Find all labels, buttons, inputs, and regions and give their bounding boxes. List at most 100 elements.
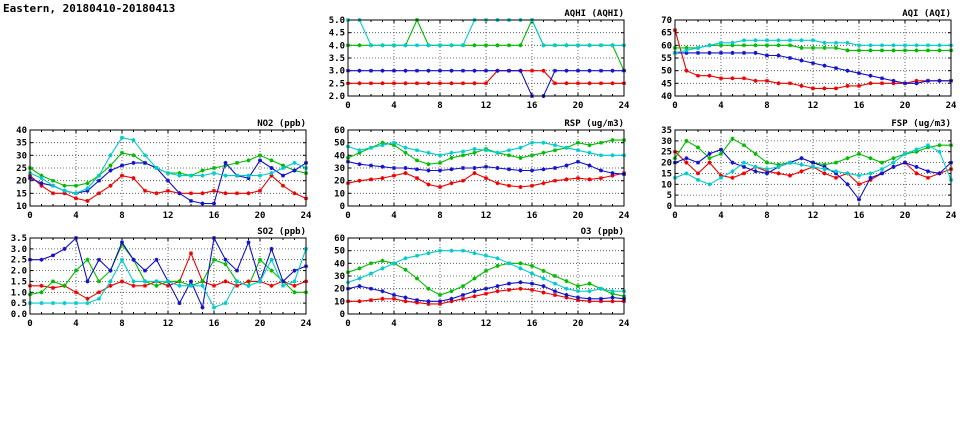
svg-text:20: 20: [661, 159, 672, 169]
svg-text:2.0: 2.0: [11, 267, 27, 277]
svg-text:20: 20: [255, 319, 266, 329]
svg-text:40: 40: [334, 259, 345, 269]
chart-svg-aqhi: 2.0 2.5 3.0 3.5 4.0 4.5 5.0 0 4 8 12 16 20 24 AQHI (AQ…: [329, 9, 630, 111]
svg-text:3.5: 3.5: [329, 54, 345, 64]
svg-text:20: 20: [573, 319, 584, 329]
svg-text:4: 4: [718, 211, 724, 221]
svg-text:8: 8: [764, 101, 769, 111]
svg-text:20: 20: [255, 211, 266, 221]
svg-text:24: 24: [619, 211, 630, 221]
svg-text:2.0: 2.0: [329, 92, 345, 102]
svg-text:20: 20: [334, 285, 345, 295]
svg-text:8: 8: [764, 211, 769, 221]
svg-text:5.0: 5.0: [329, 16, 345, 26]
svg-text:8: 8: [119, 319, 124, 329]
svg-text:2.5: 2.5: [11, 256, 27, 266]
svg-text:35: 35: [16, 139, 27, 149]
svg-text:3.0: 3.0: [11, 245, 27, 255]
svg-text:10: 10: [334, 297, 345, 307]
svg-text:20: 20: [900, 101, 911, 111]
svg-text:1.0: 1.0: [11, 288, 27, 298]
svg-text:30: 30: [661, 137, 672, 147]
svg-text:16: 16: [527, 211, 538, 221]
svg-text:24: 24: [619, 101, 630, 111]
svg-text:10: 10: [661, 180, 672, 190]
svg-text:30: 30: [16, 151, 27, 161]
svg-text:60: 60: [334, 234, 345, 244]
svg-text:0: 0: [340, 202, 345, 212]
chart-no2: 10 15 20 25 30 35 40 0 4 8 12 16 20 24 NO2 (ppb): [0, 118, 314, 228]
chart-aqhi: 2.0 2.5 3.0 3.5 4.0 4.5 5.0 0 4 8 12 16 20 24 AQHI (AQ…: [318, 8, 632, 118]
svg-text:8: 8: [437, 101, 442, 111]
svg-text:0: 0: [27, 319, 32, 329]
svg-text:70: 70: [661, 16, 672, 26]
svg-text:12: 12: [163, 319, 174, 329]
svg-text:0: 0: [340, 310, 345, 320]
svg-text:8: 8: [437, 211, 442, 221]
svg-text:0.5: 0.5: [11, 299, 27, 309]
svg-text:16: 16: [209, 211, 220, 221]
svg-text:SO2 (ppb): SO2 (ppb): [257, 227, 306, 237]
svg-text:3.0: 3.0: [329, 67, 345, 77]
svg-text:55: 55: [661, 54, 672, 64]
svg-text:30: 30: [334, 272, 345, 282]
svg-text:5: 5: [667, 191, 672, 201]
svg-text:12: 12: [481, 101, 492, 111]
svg-text:12: 12: [163, 211, 174, 221]
svg-text:30: 30: [334, 164, 345, 174]
svg-text:24: 24: [301, 211, 312, 221]
chart-so2: 0.0 0.5 1.0 1.5 2.0 2.5 3.0 3.5 0 4 8 12 16 20 24 SO2 (…: [0, 226, 314, 336]
svg-text:15: 15: [661, 169, 672, 179]
chart-aqi: 40 45 50 55 60 65 70 0 4 8 12 16 20 24 AQI (AQI): [645, 8, 959, 118]
svg-text:12: 12: [808, 211, 819, 221]
svg-text:60: 60: [661, 41, 672, 51]
svg-text:12: 12: [481, 211, 492, 221]
svg-text:RSP (ug/m3): RSP (ug/m3): [564, 119, 624, 129]
chart-svg-so2: 0.00.51.01.52.02.53.03.5 0 4 8 12 16 20 24 SO2 (…: [11, 227, 312, 329]
chart-fsp: 0 5 10 15 20 25 30 35 0 4 8 12 16 20 24 FSP (ug/m3): [645, 118, 959, 228]
svg-text:50: 50: [334, 247, 345, 257]
svg-text:12: 12: [808, 101, 819, 111]
svg-text:4: 4: [391, 211, 397, 221]
svg-text:16: 16: [527, 101, 538, 111]
svg-text:60: 60: [334, 126, 345, 136]
svg-text:3.5: 3.5: [11, 234, 27, 244]
svg-text:4: 4: [391, 101, 397, 111]
svg-text:40: 40: [16, 126, 27, 136]
svg-text:AQI (AQI): AQI (AQI): [902, 9, 951, 19]
svg-text:8: 8: [119, 211, 124, 221]
svg-text:16: 16: [527, 319, 538, 329]
svg-text:20: 20: [573, 101, 584, 111]
svg-text:4: 4: [73, 319, 79, 329]
svg-text:50: 50: [661, 67, 672, 77]
svg-text:O3 (ppb): O3 (ppb): [581, 227, 624, 237]
svg-text:0: 0: [345, 319, 350, 329]
svg-text:25: 25: [16, 164, 27, 174]
svg-text:20: 20: [334, 177, 345, 187]
svg-text:15: 15: [16, 189, 27, 199]
chart-svg-o3: 0 10 20 30 40 50 60 0 4 8 12 16 20 24 O3 (ppb): [334, 227, 630, 329]
chart-svg-rsp: 0 10 20 30 40 50 60 0 4 8 12 16 20 24 RSP (ug/m3): [334, 119, 630, 221]
svg-text:FSP (ug/m3): FSP (ug/m3): [891, 119, 951, 129]
svg-text:1.5: 1.5: [11, 277, 27, 287]
svg-text:20: 20: [16, 177, 27, 187]
svg-text:24: 24: [946, 101, 957, 111]
svg-text:0: 0: [345, 101, 350, 111]
svg-text:NO2 (ppb): NO2 (ppb): [257, 119, 306, 129]
svg-text:0: 0: [27, 211, 32, 221]
svg-text:4.5: 4.5: [329, 29, 345, 39]
svg-text:50: 50: [334, 139, 345, 149]
chart-svg-aqi: 40 45 50 55 60 65 70 0 4 8 12 16 20 24 AQI (AQI): [661, 9, 957, 111]
chart-svg-no2: 10 15 20 25 30 35 40 0 4 8 12 16 20 24 NO2 (ppb): [16, 119, 312, 221]
svg-text:10: 10: [16, 202, 27, 212]
svg-text:4.0: 4.0: [329, 41, 345, 51]
svg-text:AQHI (AQHI): AQHI (AQHI): [564, 9, 624, 19]
svg-text:45: 45: [661, 79, 672, 89]
svg-text:35: 35: [661, 126, 672, 136]
svg-text:16: 16: [854, 101, 865, 111]
svg-text:24: 24: [301, 319, 312, 329]
chart-o3: 0 10 20 30 40 50 60 0 4 8 12 16 20 24 O3 (ppb): [318, 226, 632, 336]
svg-text:40: 40: [334, 151, 345, 161]
